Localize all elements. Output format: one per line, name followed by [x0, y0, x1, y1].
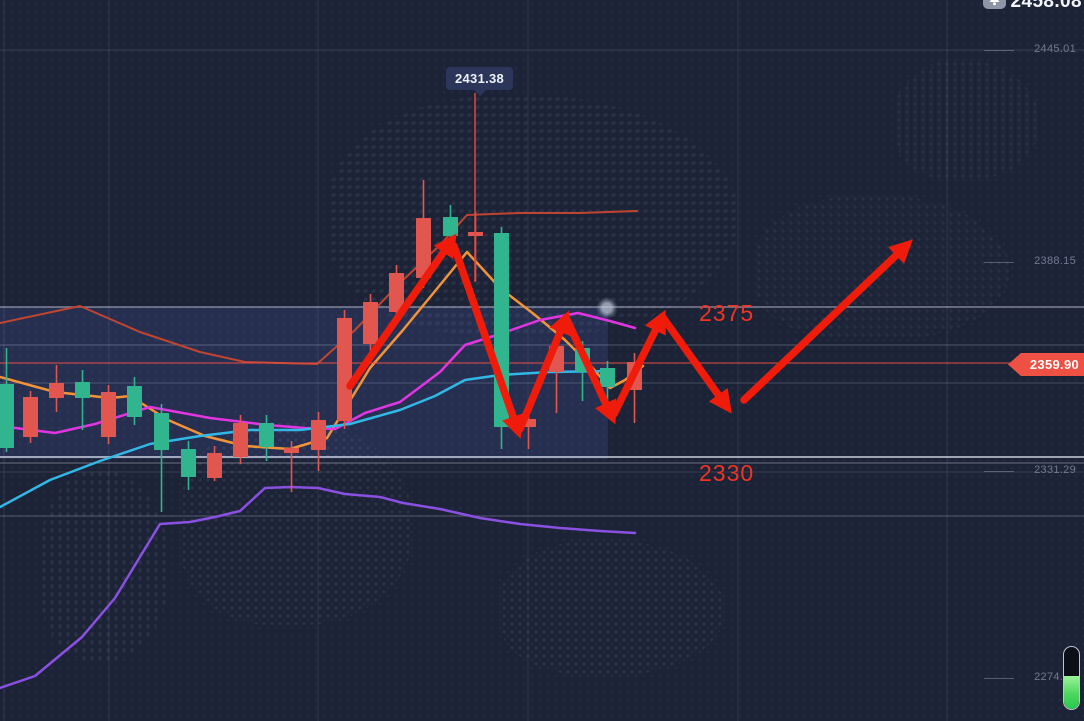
candle-body-16: [416, 218, 431, 278]
level-label-2330: 2330: [699, 460, 755, 486]
candle-body-10: [259, 423, 274, 447]
current-price-badge: 2359.90: [1008, 353, 1084, 376]
candle-body-12: [311, 420, 326, 450]
candle-body-0: [0, 384, 14, 448]
candle-body-1: [23, 397, 38, 437]
alert-bell-button[interactable]: [983, 0, 1006, 9]
candle-body-11: [284, 448, 299, 453]
price-callout-value: 2431.38: [455, 71, 505, 86]
trend-arrow: [660, 315, 732, 414]
candle-body-9: [233, 423, 248, 457]
candle-body-4: [101, 392, 116, 437]
candle-body-6: [154, 413, 169, 450]
trend-arrow: [346, 233, 457, 390]
level-label-2375: 2375: [699, 300, 755, 326]
trend-arrow: [610, 309, 666, 418]
upper-band-line: [0, 210, 638, 365]
candle-body-17: [443, 217, 458, 236]
trend-arrow: [740, 239, 913, 404]
trend-arrow: [450, 242, 525, 439]
lower-band-line: [0, 485, 637, 690]
candle-body-13: [337, 318, 352, 421]
gauge-green-fill: [1064, 676, 1079, 709]
candle-body-15: [389, 273, 404, 312]
candle-body-2: [49, 383, 64, 398]
candle-body-5: [127, 386, 142, 417]
header-current-price: 2458.08: [1010, 0, 1082, 12]
candle-body-14: [363, 302, 378, 344]
candle-body-23: [600, 368, 615, 387]
candle-body-7: [181, 449, 196, 477]
bell-icon: [989, 0, 1000, 5]
trend-arrow: [563, 316, 617, 425]
candle-body-8: [207, 453, 222, 478]
round-timer-gauge: [1063, 646, 1080, 710]
trend-arrow: [516, 310, 571, 433]
candle-body-3: [75, 382, 90, 398]
current-price-value: 2359.90: [1029, 357, 1079, 372]
price-callout: 2431.38: [446, 67, 514, 96]
